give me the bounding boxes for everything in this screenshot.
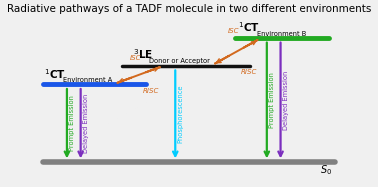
Text: Delayed Emission: Delayed Emission: [283, 70, 289, 130]
Text: Delayed Emission: Delayed Emission: [83, 94, 89, 153]
Text: Environment B: Environment B: [257, 30, 306, 36]
Text: RISC: RISC: [143, 88, 159, 94]
Text: $^1$CT: $^1$CT: [238, 20, 260, 34]
Text: S$_0$: S$_0$: [320, 163, 332, 177]
Text: Environment A: Environment A: [63, 77, 112, 83]
Text: Phosphorescence: Phosphorescence: [177, 85, 183, 143]
Text: ISC: ISC: [130, 55, 141, 61]
Text: Donor or Acceptor: Donor or Acceptor: [149, 58, 210, 64]
Text: $^3$LE: $^3$LE: [133, 47, 153, 61]
Text: ISC: ISC: [228, 28, 239, 34]
Text: Prompt Emission: Prompt Emission: [69, 95, 75, 151]
Text: $^1$CT: $^1$CT: [44, 67, 66, 81]
Text: RISC: RISC: [240, 69, 257, 75]
Text: Radiative pathways of a TADF molecule in two different environments: Radiative pathways of a TADF molecule in…: [7, 4, 371, 14]
Text: Prompt Emission: Prompt Emission: [269, 72, 275, 128]
